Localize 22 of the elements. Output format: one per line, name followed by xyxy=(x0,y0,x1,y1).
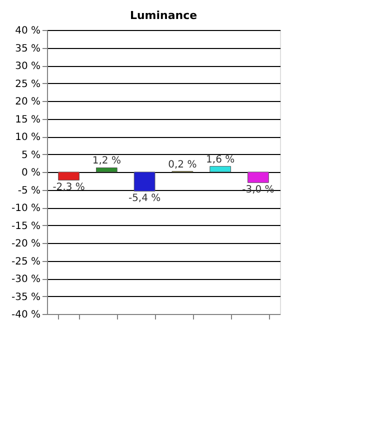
y-tick-label: -20 % xyxy=(11,238,40,250)
y-tick-label: 35 % xyxy=(15,43,40,54)
y-tick-label: 25 % xyxy=(15,78,40,90)
data-label: -5,4 % xyxy=(128,193,161,204)
data-label: 0,2 % xyxy=(168,159,197,170)
y-tick-label: 20 % xyxy=(15,96,40,108)
y-tick-label: -30 % xyxy=(11,274,40,285)
y-tick-label: 15 % xyxy=(15,114,40,126)
y-tick-label: -5 % xyxy=(18,185,40,196)
y-tick-label: -25 % xyxy=(11,256,40,268)
y-tick-label: -35 % xyxy=(11,292,40,303)
y-tick-label: 5 % xyxy=(21,150,40,161)
data-label: 1,2 % xyxy=(92,156,121,167)
y-tick-label: 40 % xyxy=(15,26,40,36)
y-tick-label: -40 % xyxy=(11,310,40,320)
y-tick-label: -10 % xyxy=(11,203,40,214)
chart-title: Luminance xyxy=(130,9,198,22)
y-tick-label: 0 % xyxy=(21,168,40,178)
data-label: 1,6 % xyxy=(206,154,235,166)
y-tick-label: -15 % xyxy=(11,220,40,232)
y-tick-label: 30 % xyxy=(15,61,40,72)
y-tick-label: 10 % xyxy=(15,132,40,143)
